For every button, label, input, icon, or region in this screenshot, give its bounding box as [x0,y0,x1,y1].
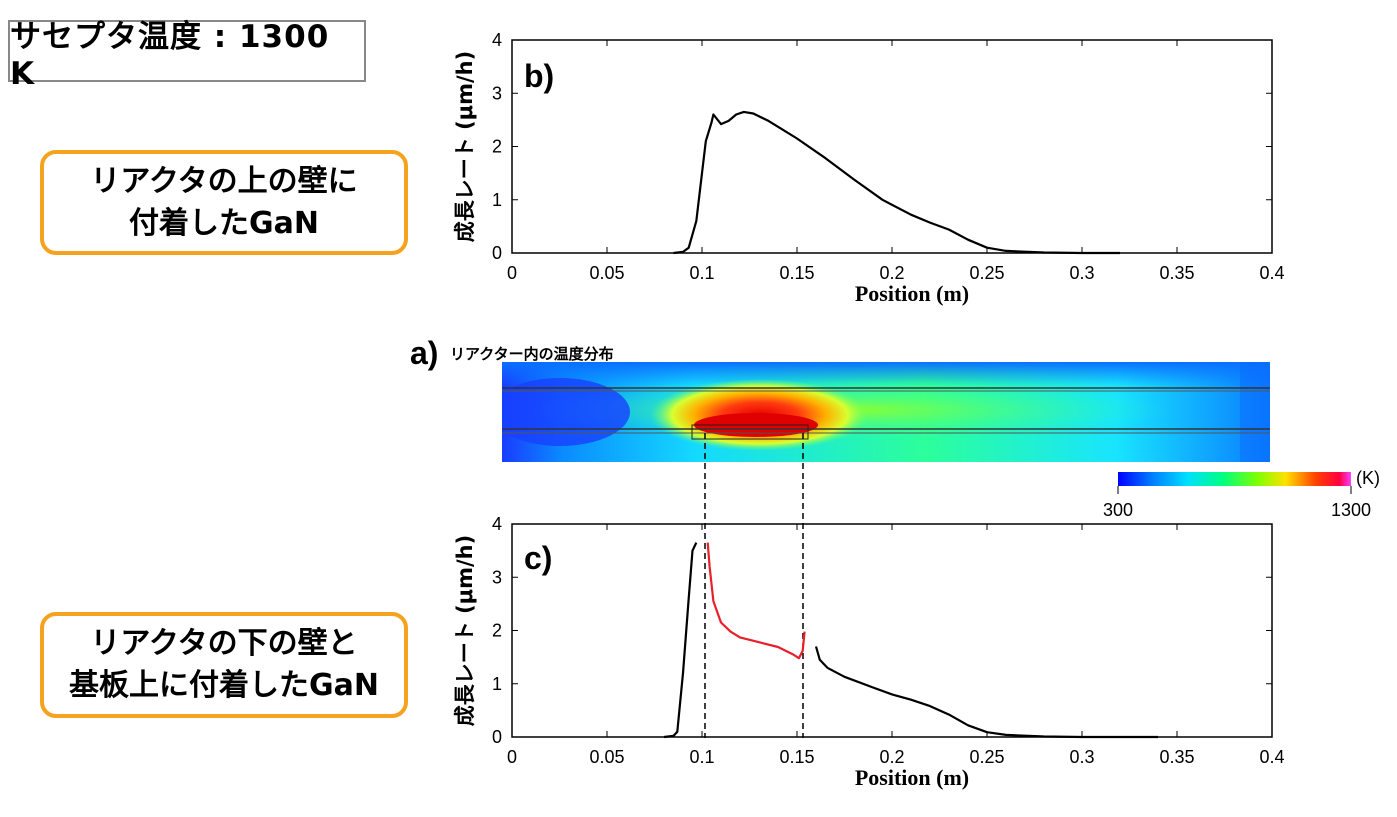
series-line-1 [706,542,806,660]
y-axis-title: 成長レート (μm/h) [453,535,477,726]
y-tick-label: 2 [492,137,502,157]
panel-label-c: c) [524,540,553,576]
x-tick-label: 0.3 [1069,747,1094,767]
series-line-2 [814,646,1158,739]
panel-label-a: a) [410,335,439,371]
x-tick-label: 0 [507,747,517,767]
x-tick-label: 0.35 [1159,263,1194,283]
x-tick-label: 0.15 [779,263,814,283]
colorbar-max-label: 1300 [1331,500,1371,520]
panel-label-b: b) [524,58,555,94]
x-tick-label: 0.2 [879,263,904,283]
callout-lower-wall: リアクタの下の壁と 基板上に付着したGaN [40,612,408,718]
callout-upper-wall: リアクタの上の壁に 付着したGaN [40,150,408,255]
y-tick-label: 3 [492,83,502,103]
y-tick-label: 3 [492,567,502,587]
x-tick-label: 0.1 [689,747,714,767]
x-tick-label: 0.4 [1259,747,1284,767]
callout-upper-wall-line1: リアクタの上の壁に [90,163,358,199]
callout-lower-wall-line1: リアクタの下の壁と [90,626,358,661]
x-tick-label: 0.25 [969,747,1004,767]
x-tick-label: 0.35 [1159,747,1194,767]
y-tick-label: 4 [492,514,502,534]
y-tick-label: 0 [492,243,502,263]
callout-upper-wall-line2: 付着したGaN [129,205,319,241]
y-tick-label: 1 [492,674,502,694]
colorbar-unit-label: (K) [1356,468,1380,488]
x-tick-label: 0.25 [969,263,1004,283]
y-axis-title: 成長レート (μm/h) [453,51,477,242]
colorbar-min-label: 300 [1103,500,1133,520]
x-tick-label: 0 [507,263,517,283]
y-tick-label: 1 [492,190,502,210]
x-axis-title: Position (m) [855,281,969,306]
y-tick-label: 2 [492,621,502,641]
y-tick-label: 4 [492,30,502,50]
callout-lower-wall-line2: 基板上に付着したGaN [69,668,379,703]
x-tick-label: 0.15 [779,747,814,767]
x-tick-label: 0.2 [879,747,904,767]
plot-frame [511,523,1273,738]
x-tick-label: 0.1 [689,263,714,283]
x-tick-label: 0.05 [589,747,624,767]
y-tick-label: 0 [492,727,502,747]
colorbar [1118,472,1351,486]
series-line-0 [663,542,698,739]
x-tick-label: 0.4 [1259,263,1284,283]
x-axis-title: Position (m) [855,765,969,790]
series-line-0 [673,110,1120,255]
x-tick-label: 0.05 [589,263,624,283]
x-tick-label: 0.3 [1069,263,1094,283]
